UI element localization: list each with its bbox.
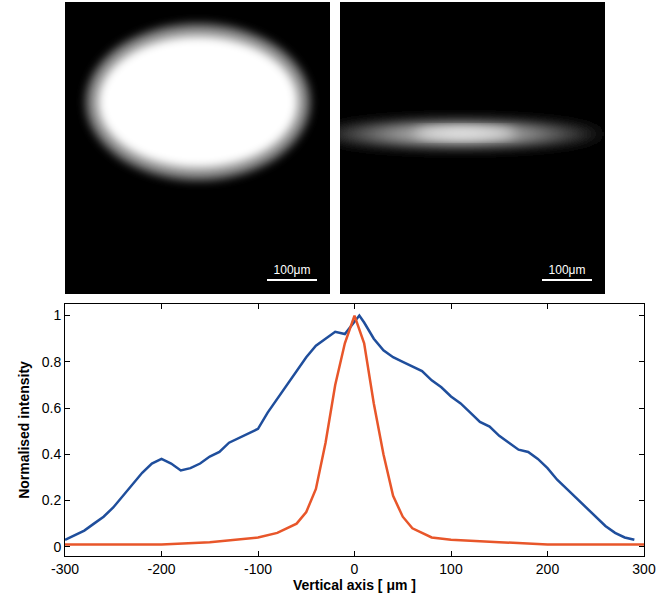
svg-text:100μm: 100μm (549, 263, 586, 277)
svg-text:-300: -300 (51, 561, 79, 577)
svg-text:100μm: 100μm (274, 263, 311, 277)
svg-text:0.8: 0.8 (42, 354, 62, 370)
svg-text:300: 300 (632, 561, 656, 577)
svg-text:0: 0 (351, 561, 359, 577)
svg-text:-200: -200 (147, 561, 175, 577)
svg-text:0: 0 (53, 539, 61, 555)
svg-text:0.2: 0.2 (42, 492, 62, 508)
svg-text:100: 100 (439, 561, 463, 577)
svg-text:0.4: 0.4 (42, 446, 62, 462)
svg-text:Vertical axis [ μm ]: Vertical axis [ μm ] (293, 577, 416, 593)
svg-text:1: 1 (53, 307, 61, 323)
svg-text:Normalised intensity: Normalised intensity (16, 361, 32, 499)
svg-text:-100: -100 (244, 561, 272, 577)
svg-text:0.6: 0.6 (42, 400, 62, 416)
svg-text:200: 200 (536, 561, 560, 577)
